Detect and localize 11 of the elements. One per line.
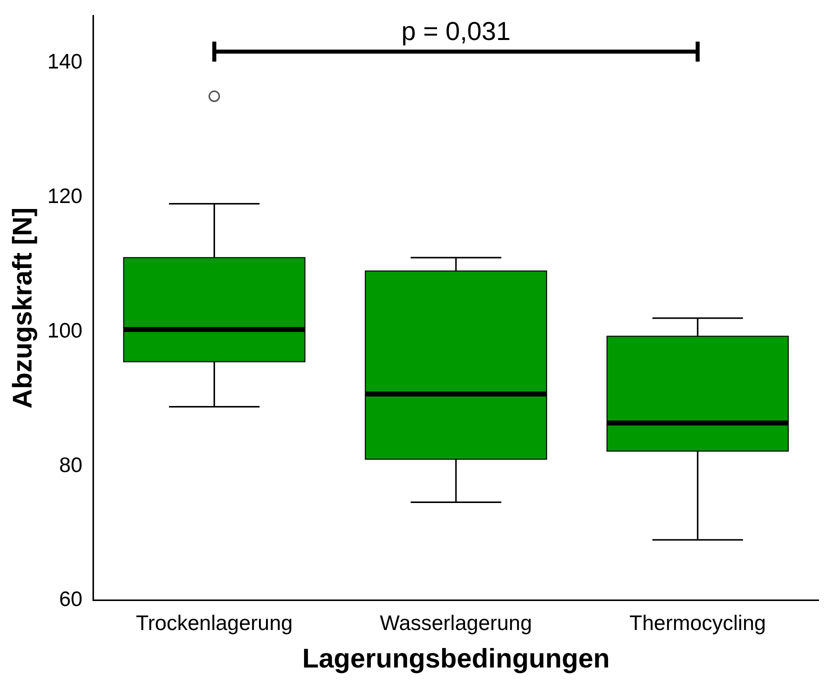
- x-axis-title: Lagerungsbedingungen: [302, 643, 610, 674]
- x-tick-label: Thermocycling: [629, 612, 766, 635]
- y-tick-label: 120: [47, 184, 82, 208]
- annotation: p = 0,031: [401, 16, 511, 46]
- x-tick-label: Wasserlagerung: [380, 612, 532, 635]
- y-tick-label: 100: [47, 319, 82, 342]
- x-tick-label: Trockenlagerung: [136, 612, 293, 635]
- y-tick-label: 80: [59, 454, 82, 477]
- y-tick-label: 60: [59, 588, 82, 612]
- y-tick-label: 140: [47, 50, 82, 74]
- y-axis-title: Abzugskraft [N]: [8, 208, 38, 408]
